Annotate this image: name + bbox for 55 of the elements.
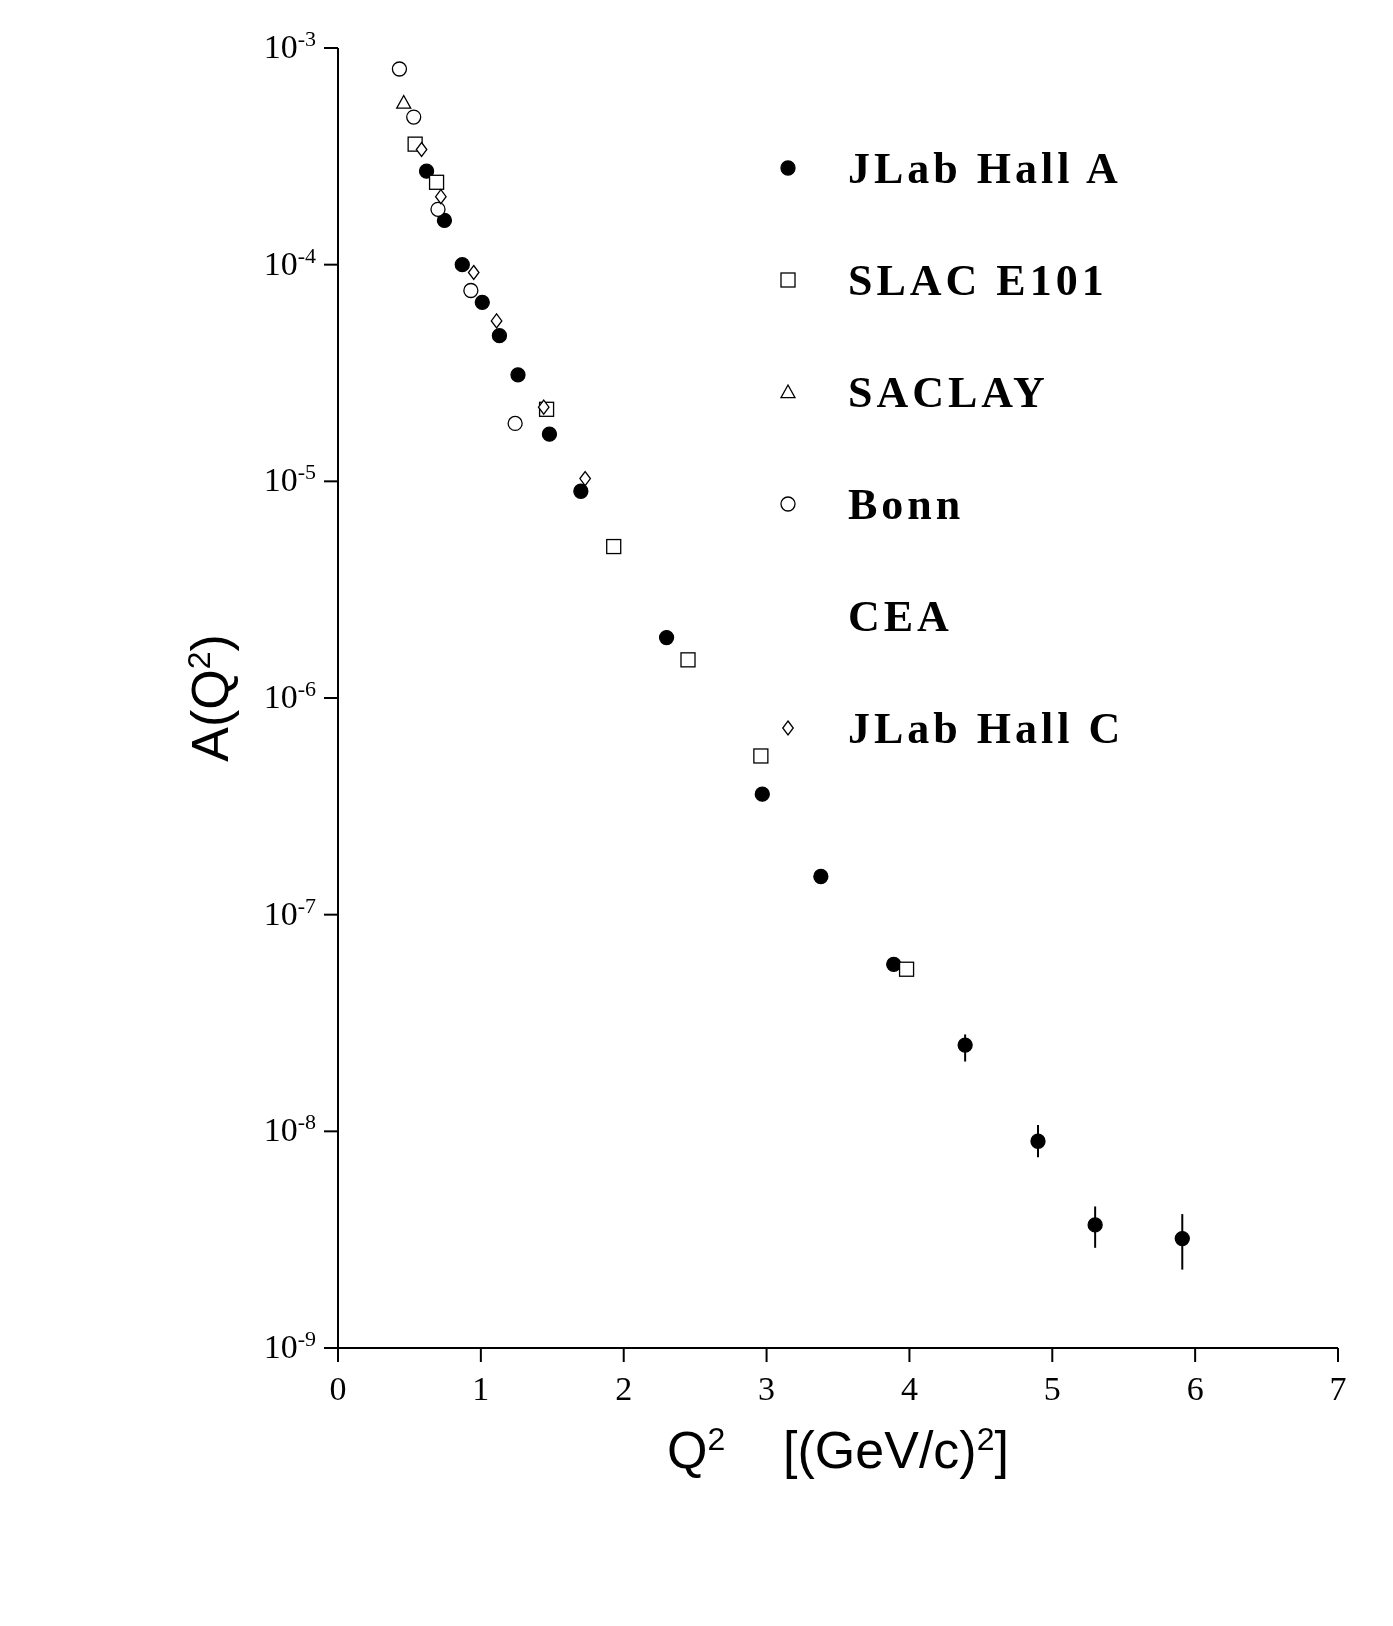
- y-tick-label: 10$^{-7}$: [263, 892, 316, 932]
- point: [537, 399, 550, 415]
- point: [813, 868, 829, 885]
- y-tick-label: 10$^{-5}$: [263, 458, 316, 499]
- x-tick-label: 1: [472, 1370, 490, 1407]
- point: [491, 328, 508, 344]
- y-tick-label: 10$^{-9}$: [263, 1325, 316, 1365]
- point: [579, 470, 592, 487]
- point: [430, 201, 446, 218]
- legend-label: SLAC E101: [848, 254, 1108, 306]
- point: [396, 94, 412, 109]
- x-tick-label: 7: [1329, 1370, 1347, 1407]
- point: [898, 961, 915, 977]
- point: [573, 483, 589, 499]
- x-tick-label: 6: [1186, 1370, 1204, 1407]
- text: CEA: [848, 590, 953, 642]
- point: [415, 141, 428, 158]
- point: [391, 61, 408, 77]
- y-tick-label: 10$^{-4}$: [263, 242, 316, 282]
- x-tick-label: 4: [900, 1370, 918, 1407]
- point: [886, 956, 902, 972]
- point: [490, 313, 503, 329]
- x-tick-label: 5: [1043, 1370, 1061, 1407]
- point: [1087, 1217, 1103, 1233]
- text: Q$^{2}$ [(GeV/c)$^{2}$]: [667, 1421, 1009, 1479]
- legend-label: JLab Hall C: [848, 702, 1125, 754]
- point: [1030, 1133, 1046, 1149]
- x-tick-label: 0: [329, 1370, 347, 1407]
- x-tick-label: 3: [758, 1370, 776, 1407]
- point: [467, 264, 480, 281]
- y-tick-label: 10$^{-3}$: [263, 25, 316, 65]
- point: [418, 163, 435, 179]
- point: [510, 367, 526, 383]
- point: [436, 212, 453, 229]
- point: [606, 538, 622, 555]
- legend-label: SACLAY: [848, 366, 1049, 418]
- point: [507, 415, 523, 432]
- point: [454, 257, 470, 273]
- point: [753, 748, 769, 764]
- point: [406, 109, 422, 125]
- point: [658, 629, 675, 646]
- point: [680, 652, 696, 668]
- x-tick-label: 2: [615, 1370, 633, 1407]
- legend-label: JLab Hall A: [848, 142, 1122, 194]
- legend-label: Bonn: [848, 478, 965, 530]
- point: [754, 786, 770, 802]
- point: [463, 282, 479, 299]
- point: [1174, 1230, 1190, 1247]
- point: [957, 1037, 973, 1053]
- point: [541, 426, 558, 442]
- point: [434, 189, 447, 205]
- point: [428, 174, 445, 190]
- point: [474, 294, 490, 310]
- y-tick-label: 10$^{-6}$: [263, 675, 316, 715]
- y-tick-label: 10$^{-8}$: [263, 1108, 316, 1149]
